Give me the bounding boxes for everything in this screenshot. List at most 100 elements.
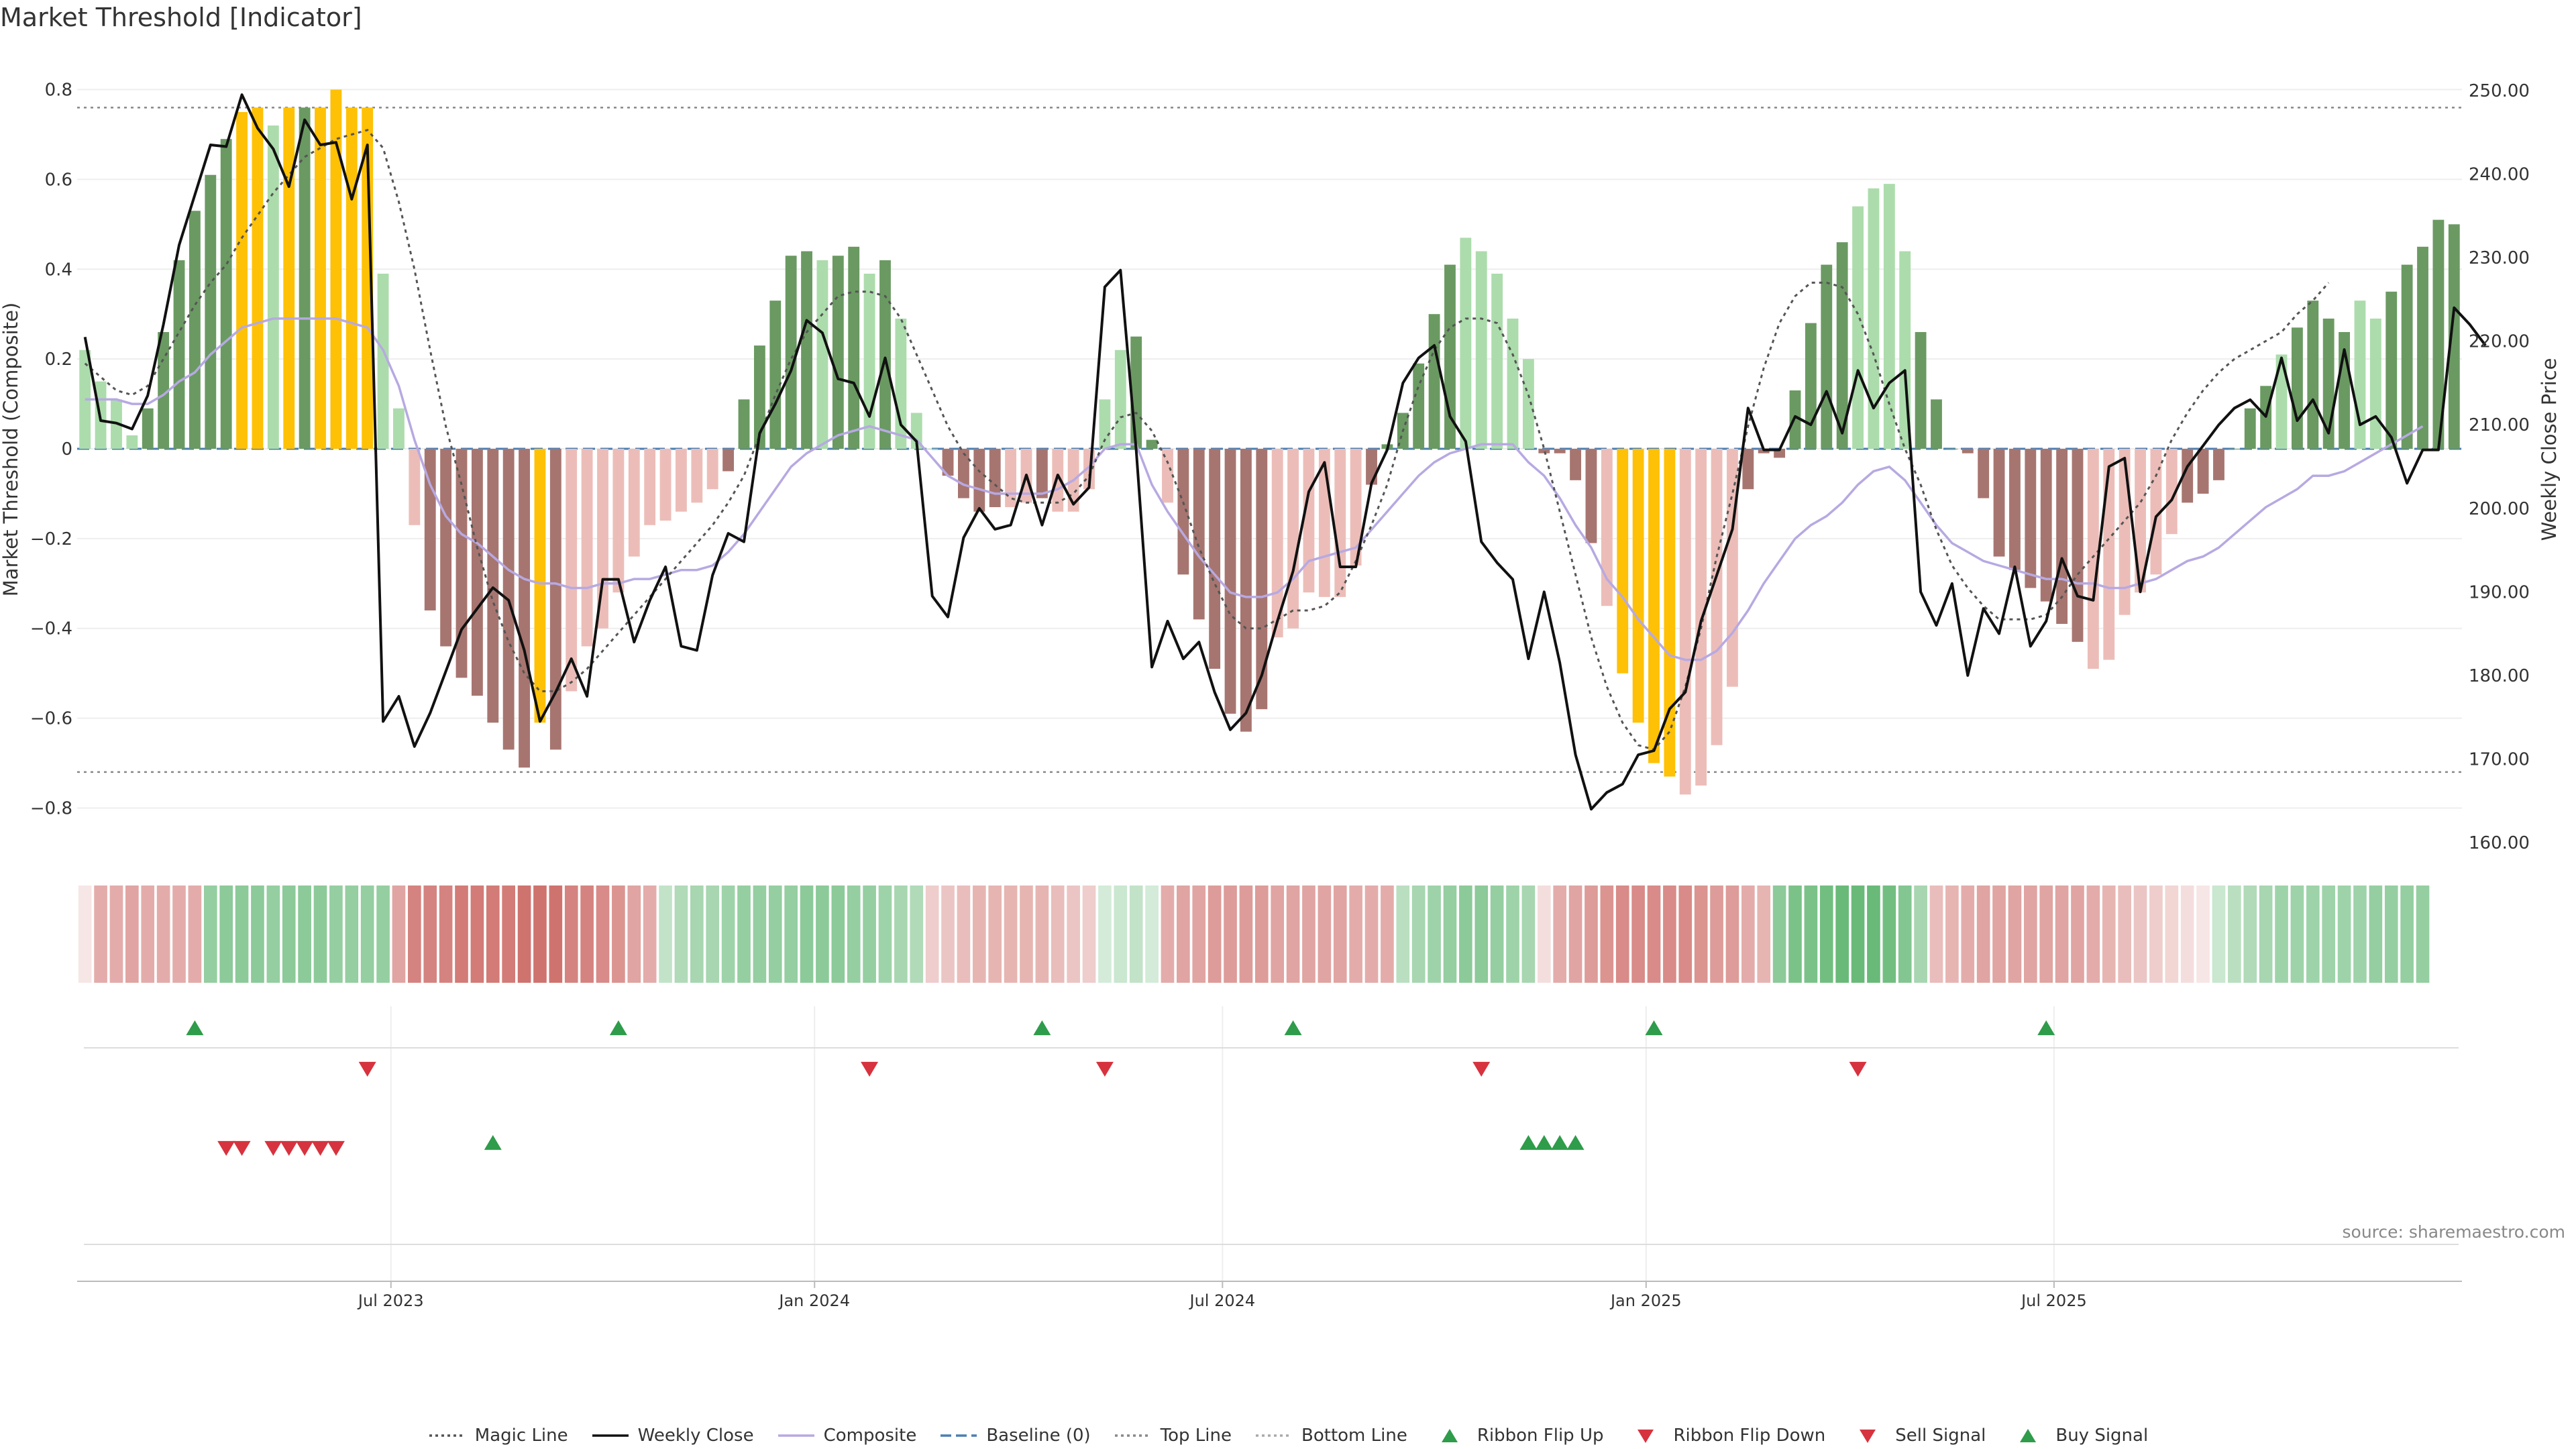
sell-signal-marker	[280, 1140, 298, 1156]
y-tick-label: −0.8	[30, 798, 72, 818]
ribbon-cell	[2337, 885, 2351, 983]
composite-bar	[1679, 449, 1691, 795]
ribbon-cell	[643, 885, 657, 983]
chart-title: Market Threshold [Indicator]	[0, 3, 362, 32]
ribbon-cell	[1976, 885, 1990, 983]
ribbon-cell	[1757, 885, 1771, 983]
composite-bar	[1585, 449, 1597, 543]
weekly-close-line	[83, 93, 2487, 811]
ribbon-cell	[1710, 885, 1723, 983]
ribbon-cell	[2071, 885, 2084, 983]
composite-bar	[738, 399, 750, 449]
legend-label: Ribbon Flip Up	[1477, 1426, 1604, 1446]
composite-bar	[1648, 449, 1660, 763]
ribbon-cell	[408, 885, 421, 983]
ribbon-cell	[2102, 885, 2116, 983]
composite-bar	[722, 449, 735, 472]
composite-bar	[2292, 327, 2303, 449]
ribbon-cell	[1381, 885, 1394, 983]
composite-bar	[220, 139, 232, 449]
legend-symbol	[2020, 1429, 2037, 1442]
composite-bar	[1978, 449, 1990, 498]
composite-bar	[1256, 449, 1268, 710]
legend-label: Weekly Close	[637, 1426, 754, 1446]
ribbon-cell	[768, 885, 782, 983]
ribbon-cell	[1945, 885, 1959, 983]
composite-bar	[566, 449, 578, 692]
composite-bar	[1868, 188, 1880, 449]
ribbon-cell	[1333, 885, 1347, 983]
legend-symbol	[1638, 1430, 1654, 1443]
ribbon-cell	[1051, 885, 1065, 983]
ribbon-cell	[972, 885, 986, 983]
sell-signal-marker	[217, 1140, 235, 1156]
ribbon-flip-down-marker	[358, 1061, 376, 1077]
composite-bar	[1350, 449, 1362, 566]
ribbon-cell	[1568, 885, 1582, 983]
composite-bar	[973, 449, 985, 512]
ribbon-cell	[533, 885, 547, 983]
ribbon-cell	[1474, 885, 1489, 983]
ribbon-cell	[941, 885, 955, 983]
composite-bar	[1915, 331, 1927, 449]
ribbon-cell	[203, 885, 217, 983]
ribbon-cell	[1129, 885, 1143, 983]
composite-bar	[2448, 224, 2460, 449]
composite-bar	[393, 408, 405, 449]
ribbon-flip-down-marker	[1472, 1061, 1491, 1077]
composite-bar	[1287, 449, 1299, 629]
legend-label: Buy Signal	[2055, 1426, 2149, 1446]
buy-signal-marker	[1551, 1135, 1569, 1150]
ribbon-cell	[2243, 885, 2257, 983]
ribbon-cell	[94, 885, 107, 983]
ribbon-cell	[721, 885, 735, 983]
composite-bar	[1821, 264, 1833, 449]
composite-bar	[126, 435, 138, 449]
ribbon-cell	[2400, 885, 2414, 983]
ribbon-cell	[1961, 885, 1975, 983]
composite-bar	[676, 449, 687, 512]
ribbon-cell	[2024, 885, 2037, 983]
ribbon-strip	[78, 885, 2430, 983]
buy-signal-marker	[484, 1135, 502, 1150]
ribbon-cell	[753, 885, 767, 983]
ribbon-cell	[486, 885, 500, 983]
ribbon-cell	[988, 885, 1002, 983]
composite-bar	[487, 449, 499, 723]
ribbon-cell	[1914, 885, 1927, 983]
y2-tick-label: 210.00	[2469, 415, 2530, 435]
ribbon-cell	[345, 885, 359, 983]
composite-bar	[362, 107, 374, 449]
composite-bar	[1993, 449, 2005, 557]
ribbon-cell	[1318, 885, 1332, 983]
ribbon-cell	[2149, 885, 2163, 983]
y2-tick-label: 170.00	[2469, 749, 2530, 769]
legend-symbol	[1860, 1430, 1876, 1443]
ribbon-cell	[109, 885, 123, 983]
grid-lines	[77, 89, 2462, 1281]
composite-bar	[691, 449, 703, 503]
legend-item: Baseline (0)	[939, 1426, 1091, 1446]
composite-bar	[848, 246, 860, 449]
legend: Magic Line Weekly Close Composite Baseline …	[0, 1426, 2576, 1446]
ribbon-cell	[2008, 885, 2022, 983]
ribbon-cell	[2416, 885, 2430, 983]
legend-swatch	[1860, 1430, 1876, 1443]
composite-bar	[1209, 449, 1221, 669]
ribbon-cell	[1020, 885, 1033, 983]
composite-bar	[628, 449, 640, 557]
ribbon-cell	[1537, 885, 1551, 983]
sell-signal-marker	[296, 1140, 314, 1156]
ribbon-cell	[1177, 885, 1190, 983]
composite-bar	[1428, 314, 1440, 449]
ribbon-cell	[1192, 885, 1206, 983]
ribbon-cell	[957, 885, 971, 983]
composite-bar	[79, 350, 91, 449]
legend-swatch	[1114, 1434, 1151, 1437]
ribbon-cell	[878, 885, 892, 983]
ribbon-cell	[251, 885, 264, 983]
ribbon-cell	[1882, 885, 1896, 983]
ribbon-cell	[1615, 885, 1629, 983]
ribbon-cell	[1145, 885, 1159, 983]
y-tick-label: 0.4	[45, 260, 72, 280]
